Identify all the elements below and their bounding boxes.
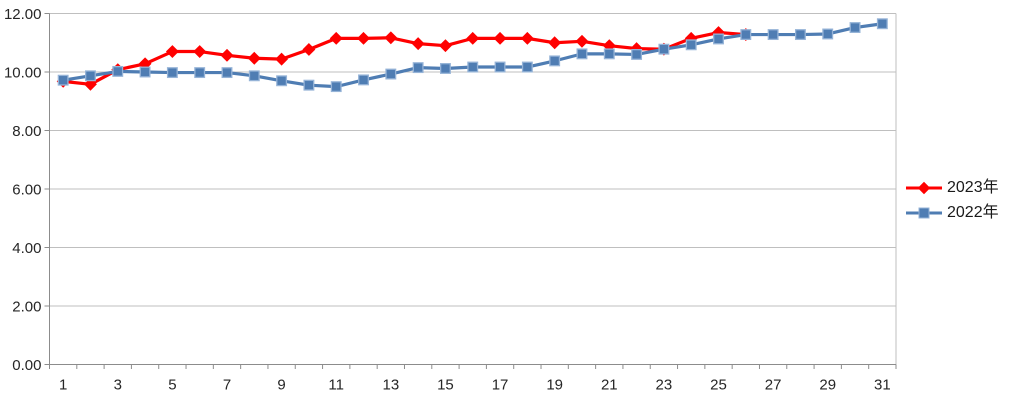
legend-square-marker-icon <box>906 207 942 218</box>
x-tick-label: 19 <box>546 377 563 394</box>
data-point-square <box>876 18 888 30</box>
data-point-square <box>194 67 206 79</box>
data-point-square <box>85 70 96 82</box>
data-point-square <box>139 66 151 78</box>
data-point-diamond <box>275 52 289 66</box>
data-point-square <box>248 70 260 82</box>
data-point-square <box>439 63 451 74</box>
data-point-square <box>330 81 342 93</box>
data-point-square <box>412 62 424 74</box>
data-point-square <box>166 67 178 79</box>
data-point-diamond <box>411 37 425 51</box>
legend: 2023年 2022年 <box>905 178 999 222</box>
legend-item-2023: 2023年 <box>905 178 999 197</box>
x-tick-label: 27 <box>765 377 782 394</box>
x-tick-label: 1 <box>59 377 67 394</box>
data-point-square <box>767 29 779 41</box>
y-tick-label: 4.00 <box>12 240 41 257</box>
y-tick-label: 2.00 <box>12 298 41 315</box>
data-point-diamond <box>493 31 507 45</box>
x-tick-label: 17 <box>492 377 509 394</box>
legend-item-2022: 2022年 <box>905 203 999 222</box>
data-point-square <box>221 67 233 79</box>
x-tick-label: 11 <box>328 377 344 394</box>
x-tick-label: 7 <box>223 377 231 394</box>
y-tick-label: 0.00 <box>12 357 41 374</box>
x-tick-label: 15 <box>437 377 454 394</box>
data-point-diamond <box>438 39 452 53</box>
data-point-square <box>849 22 861 33</box>
series-2022年 <box>57 18 888 93</box>
data-point-diamond <box>165 45 179 58</box>
data-point-diamond <box>520 31 534 45</box>
x-tick-label: 25 <box>710 377 727 394</box>
data-point-diamond <box>193 45 207 58</box>
data-point-square <box>658 43 670 55</box>
data-point-square <box>303 79 315 91</box>
data-point-square <box>549 55 561 67</box>
data-point-square <box>576 48 588 60</box>
legend-square <box>918 207 930 218</box>
x-tick-label: 23 <box>656 377 673 394</box>
y-tick-label: 6.00 <box>12 181 41 198</box>
x-tick-label: 3 <box>114 377 122 394</box>
y-tick-label: 10.00 <box>4 64 42 81</box>
data-point-diamond <box>84 77 97 91</box>
data-point-diamond <box>384 31 398 45</box>
series-line <box>61 30 748 86</box>
data-point-diamond <box>329 31 343 45</box>
series-2023年 <box>56 26 753 91</box>
data-point-square <box>794 29 806 41</box>
legend-diamond-marker-icon <box>906 181 942 194</box>
x-tick-label: 29 <box>819 377 836 394</box>
data-point-square <box>57 74 69 86</box>
data-point-diamond <box>548 36 562 50</box>
legend-label-2023: 2023年 <box>947 179 999 196</box>
data-point-diamond <box>357 31 370 45</box>
data-point-square <box>358 74 369 86</box>
data-point-diamond <box>220 48 234 62</box>
x-tick-label: 13 <box>382 377 399 394</box>
x-tick-label: 5 <box>168 377 176 394</box>
data-point-square <box>603 48 615 60</box>
data-point-square <box>740 29 752 41</box>
y-tick-label: 12.00 <box>4 6 42 23</box>
data-point-square <box>276 75 288 87</box>
data-point-square <box>112 65 124 77</box>
x-tick-label: 31 <box>874 377 891 394</box>
x-tick-label: 9 <box>277 377 285 394</box>
y-tick-label: 8.00 <box>12 123 41 140</box>
data-point-square <box>494 61 506 73</box>
data-point-square <box>685 39 697 51</box>
legend-diamond <box>917 181 931 194</box>
data-point-square <box>521 61 533 73</box>
data-point-square <box>631 49 643 60</box>
legend-label-2022: 2022年 <box>947 204 999 221</box>
data-point-diamond <box>466 31 480 45</box>
data-point-square <box>467 61 479 73</box>
data-point-diamond <box>575 34 589 48</box>
data-point-square <box>713 33 724 45</box>
data-point-diamond <box>247 51 261 65</box>
data-point-square <box>385 68 397 80</box>
data-point-diamond <box>302 43 316 56</box>
x-tick-label: 21 <box>601 377 618 394</box>
data-point-square <box>822 28 834 40</box>
